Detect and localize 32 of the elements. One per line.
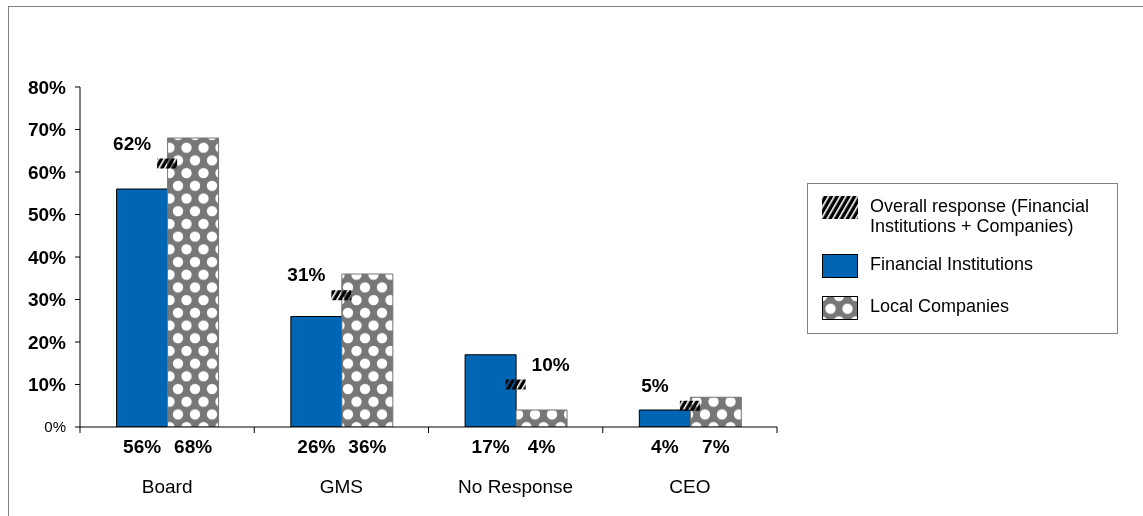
bar (341, 273, 394, 427)
x-tick-label: No Response (458, 476, 574, 497)
data-label: 10% (531, 353, 570, 375)
data-label: 5% (641, 374, 669, 396)
legend-label: Overall response (Financial Institutions + Companies) (870, 196, 1091, 236)
data-label: 7% (702, 436, 730, 457)
data-label: 4% (651, 436, 679, 457)
y-tick-label: 30% (27, 289, 67, 311)
y-tick-label: 60% (27, 161, 67, 183)
legend-label: Local Companies (870, 296, 1011, 316)
x-tick-label: Board (141, 476, 193, 497)
y-tick-label: 40% (27, 246, 67, 268)
data-label: 31% (287, 264, 326, 286)
legend-label: Financial Institutions (870, 254, 1035, 274)
data-label: 36% (348, 436, 387, 457)
data-label: 26% (297, 436, 336, 457)
y-tick-label: 80% (27, 76, 67, 98)
data-label: 17% (471, 436, 510, 457)
data-label: 68% (174, 436, 213, 457)
y-tick-label: 70% (27, 119, 67, 141)
bar (689, 396, 742, 427)
y-tick-label: 10% (27, 374, 67, 396)
bar (515, 409, 568, 427)
y-tick-label: 50% (27, 204, 67, 226)
data-label: 62% (113, 132, 152, 154)
y-tick-label: 0% (44, 418, 66, 436)
x-tick-label: CEO (669, 476, 711, 497)
y-tick-label: 20% (27, 331, 67, 353)
data-label: 56% (123, 436, 162, 457)
x-tick-label: GMS (319, 476, 364, 497)
bar (167, 137, 220, 427)
data-label: 4% (527, 436, 556, 457)
